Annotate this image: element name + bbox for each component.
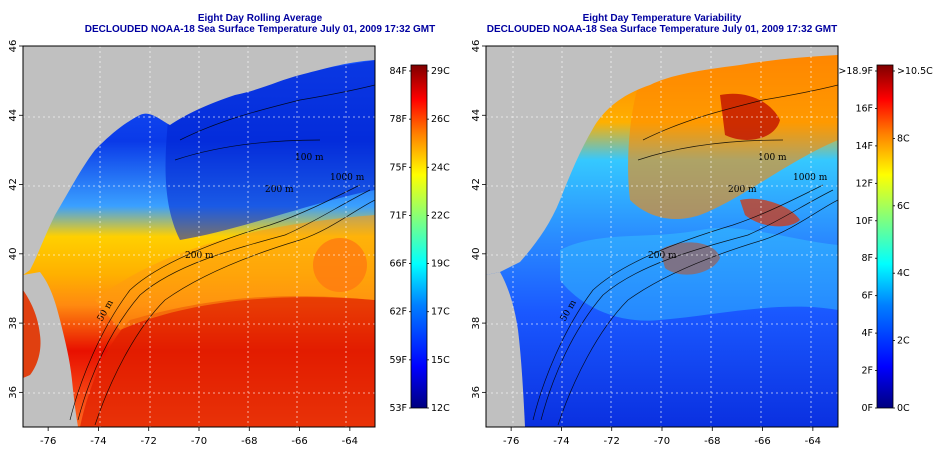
left-title: Eight Day Rolling Average DECLOUDED NOAA… [60, 13, 460, 35]
right-bathymetry-contours [532, 84, 838, 426]
right-lon-label: -72 [604, 436, 620, 447]
left-title-main: Eight Day Rolling Average [197, 13, 323, 24]
left-lat-label: 38 [8, 317, 19, 330]
left-colorbar-c-label: 19C [431, 259, 450, 270]
left-lat-label: 40 [8, 247, 19, 260]
right-lon-label: -70 [654, 436, 670, 447]
left-colorbar-c-label: 17C [431, 307, 450, 318]
right-colorbar [876, 64, 894, 409]
left-gulf-stream [80, 296, 375, 427]
right-lat-label: 42 [471, 178, 482, 191]
left-colorbar-f-label: 53F [389, 403, 407, 414]
right-contour-label-200m-north: 200 m [728, 185, 757, 195]
right-colorbar-c-label: 0C [897, 403, 910, 414]
left-colorbar-f-label: 62F [389, 307, 407, 318]
right-title: Eight Day Temperature Variability DECLOU… [462, 13, 862, 35]
right-lon-label: -64 [805, 436, 821, 447]
right-colorbar-c-label: 2C [897, 336, 910, 347]
left-lon-label: -74 [90, 436, 106, 447]
left-land-new-england [23, 46, 375, 275]
right-variability-hotspot-1 [720, 93, 780, 140]
right-colorbar-f-label: 0F [861, 403, 873, 414]
left-contour-label-100m: 100 m [295, 153, 324, 163]
right-variability-hotspot-3 [740, 198, 800, 227]
left-colorbar-f-label: 71F [389, 210, 407, 221]
right-map: 100 m 200 m 1000 m 200 m 50 m [486, 46, 838, 427]
right-land-mid-atlantic [486, 272, 525, 427]
right-contour-label-1000m: 1000 m [793, 173, 828, 183]
right-lat-label: 36 [471, 386, 482, 399]
right-colorbar-c-label: 4C [897, 268, 910, 279]
left-warm-eddy [313, 238, 367, 292]
left-graticule [23, 46, 375, 427]
left-lat-label: 42 [8, 178, 19, 191]
left-colorbar-f-label: 78F [389, 114, 407, 125]
right-colorbar-f-label: 16F [855, 103, 873, 114]
left-lon-label: -64 [342, 436, 358, 447]
right-colorbar-f-label: 8F [861, 253, 873, 264]
right-moderate-variability [560, 227, 838, 321]
left-lat-label: 46 [8, 40, 19, 53]
left-title-subtitle: DECLOUDED NOAA-18 Sea Surface Temperatur… [84, 24, 436, 35]
left-colorbar-c-label: 12C [431, 403, 450, 414]
right-title-main: Eight Day Temperature Variability [582, 13, 742, 24]
left-colorbar-c-label: 24C [431, 162, 450, 173]
right-lon-label: -66 [754, 436, 770, 447]
left-contour-label-200m-south: 200 m [185, 251, 214, 261]
right-contour-label-200m-south: 200 m [648, 251, 677, 261]
right-colorbar-f-label: 14F [855, 141, 873, 152]
right-colorbar-c-label: 6C [897, 201, 910, 212]
right-colorbar-f-label: 10F [855, 216, 873, 227]
left-lon-label: -76 [40, 436, 56, 447]
right-colorbar-f-label: 6F [861, 291, 873, 302]
left-colorbar-c-label: 15C [431, 355, 450, 366]
left-bathymetry-contours [69, 84, 375, 426]
left-colorbar-c-label: 29C [431, 66, 450, 77]
right-colorbar-c-label: 8C [897, 133, 910, 144]
left-colorbar-f-label: 59F [389, 355, 407, 366]
right-contour-label-100m: 100 m [758, 153, 787, 163]
left-colorbar-f-label: 75F [389, 162, 407, 173]
right-title-subtitle: DECLOUDED NOAA-18 Sea Surface Temperatur… [486, 24, 838, 35]
left-contour-label-1000m: 1000 m [330, 173, 365, 183]
left-lon-label: -66 [291, 436, 307, 447]
right-colorbar-f-label: 12F [855, 178, 873, 189]
right-colorbar-f-label: >18.9F [838, 66, 873, 77]
left-chesapeake-warm [23, 290, 41, 378]
left-lon-label: -70 [191, 436, 207, 447]
left-lat-label: 36 [8, 386, 19, 399]
right-land-new-england [486, 46, 838, 275]
right-lat-label: 44 [471, 109, 482, 122]
axis-and-colorbar-labels: -76 -74 -72 -70 -68 -66 -64 36 38 40 42 44 46 -76 -74 -… [8, 40, 933, 447]
left-colorbar-c-label: 22C [431, 210, 450, 221]
right-lon-label: -76 [503, 436, 519, 447]
right-colorbar-f-label: 4F [861, 328, 873, 339]
left-land-mid-atlantic [23, 272, 78, 427]
right-colorbar-f-label: 2F [861, 366, 873, 377]
left-lat-label: 44 [8, 109, 19, 122]
left-colorbar [410, 64, 428, 409]
right-lon-label: -74 [553, 436, 569, 447]
left-contour-label-200m-north: 200 m [265, 185, 294, 195]
right-lat-label: 40 [471, 247, 482, 260]
left-warm-slope-water [95, 215, 375, 330]
left-map: 100 m 200 m 1000 m 200 m 50 m [23, 46, 375, 427]
right-colorbar-c-label: >10.5C [897, 66, 933, 77]
right-graticule [486, 46, 838, 427]
right-variability-hotspot-2 [660, 242, 720, 275]
right-lat-label: 38 [471, 317, 482, 330]
left-cold-water [165, 60, 375, 240]
left-colorbar-f-label: 66F [389, 259, 407, 270]
left-colorbar-c-label: 26C [431, 114, 450, 125]
left-lon-label: -68 [241, 436, 257, 447]
left-lon-label: -72 [141, 436, 157, 447]
left-colorbar-f-label: 84F [389, 66, 407, 77]
right-lat-label: 46 [471, 40, 482, 53]
right-lon-label: -68 [704, 436, 720, 447]
